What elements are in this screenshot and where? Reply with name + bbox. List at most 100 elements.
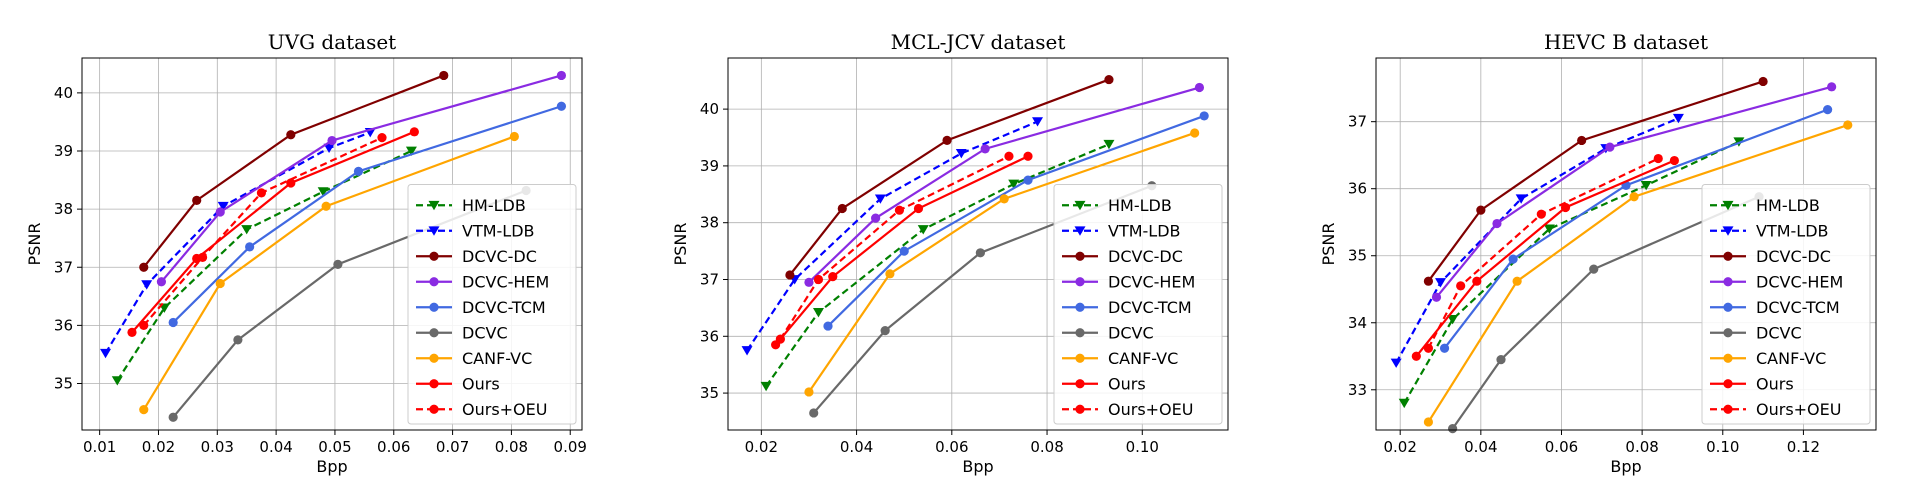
data-point-canf-vc bbox=[1629, 192, 1639, 202]
legend-label-dcvc: DCVC bbox=[462, 323, 508, 342]
data-point-vtm-ldb bbox=[1032, 117, 1044, 127]
legend-label-ours: Ours bbox=[462, 374, 500, 393]
legend-marker-dcvc-tcm bbox=[1075, 302, 1085, 312]
data-point-vtm-ldb bbox=[955, 149, 967, 159]
chart-panel-hevc-b-dataset: 0.02 0.04 0.06 0.08 0.10 0.12 33 34 35 36 37 HEVC B… bbox=[1319, 30, 1877, 476]
data-point-canf-vc bbox=[1843, 120, 1853, 130]
series-line-dcvc-tcm bbox=[172, 105, 562, 324]
data-point-dcvc-dc bbox=[286, 130, 296, 140]
legend-label-canf-vc: CANF-VC bbox=[1108, 349, 1178, 368]
data-point-dcvc-hem bbox=[804, 277, 814, 287]
legend-marker-ours bbox=[1723, 379, 1733, 389]
y-axis-label: PSNR bbox=[1319, 223, 1338, 266]
data-point-dcvc-dc bbox=[1577, 135, 1587, 146]
data-point-dcvc-tcm bbox=[899, 246, 909, 256]
series-line-canf-vc bbox=[808, 131, 1196, 393]
legend-marker-ours-oeu bbox=[1075, 404, 1085, 414]
y-tick-label: 36 bbox=[1348, 180, 1367, 198]
legend: HM-LDB VTM-LDB DCVC-DC DCVC-HEM DCVC-TCM DCVC… bbox=[1701, 184, 1871, 425]
data-point-hm-ldb bbox=[1103, 139, 1115, 150]
legend-marker-ours-oeu bbox=[429, 404, 439, 414]
data-point-vtm-ldb bbox=[323, 143, 335, 154]
data-point-ours bbox=[1669, 155, 1679, 166]
data-point-dcvc-hem bbox=[327, 135, 337, 146]
data-point-canf-vc bbox=[215, 278, 225, 289]
data-point-ours bbox=[913, 203, 924, 214]
x-tick-label: 0.04 bbox=[1464, 438, 1497, 456]
series-line-ours-oeu bbox=[1427, 157, 1659, 349]
data-point-canf-vc bbox=[885, 269, 895, 279]
legend-marker-hm-ldb bbox=[428, 200, 440, 211]
data-point-dcvc-tcm bbox=[1199, 111, 1209, 121]
legend-label-dcvc-hem: DCVC-HEM bbox=[1756, 272, 1843, 291]
legend-label-dcvc: DCVC bbox=[1756, 323, 1802, 342]
legend-label-canf-vc: CANF-VC bbox=[1756, 349, 1826, 368]
series-line-dcvc-hem bbox=[808, 86, 1200, 284]
y-tick-label: 39 bbox=[700, 157, 719, 175]
data-point-dcvc-tcm bbox=[1023, 175, 1033, 185]
y-tick-label: 35 bbox=[1348, 247, 1367, 265]
x-tick-label: 0.07 bbox=[436, 438, 469, 456]
legend-marker-hm-ldb bbox=[1074, 200, 1086, 211]
data-point-vtm-ldb bbox=[1390, 358, 1402, 368]
x-tick-label: 0.02 bbox=[1383, 438, 1416, 456]
data-point-canf-vc bbox=[509, 131, 519, 142]
y-tick-label: 40 bbox=[54, 84, 73, 102]
data-point-dcvc-tcm bbox=[245, 242, 255, 252]
data-point-canf-vc bbox=[804, 387, 814, 397]
legend-marker-hm-ldb bbox=[1722, 200, 1734, 211]
axes-frame bbox=[81, 57, 583, 431]
legend-marker-vtm-ldb bbox=[1074, 226, 1086, 236]
legend-label-vtm-ldb: VTM-LDB bbox=[1108, 221, 1181, 240]
legend-label-dcvc-dc: DCVC-DC bbox=[462, 247, 537, 266]
legend-marker-dcvc bbox=[429, 328, 439, 338]
data-point-ours bbox=[409, 127, 419, 137]
series-line-dcvc-tcm bbox=[827, 114, 1205, 327]
data-point-vtm-ldb bbox=[874, 194, 886, 204]
data-point-dcvc-tcm bbox=[1508, 254, 1518, 264]
data-point-ours-oeu bbox=[197, 252, 208, 262]
data-point-canf-vc bbox=[1512, 276, 1522, 286]
x-tick-label: 0.06 bbox=[935, 438, 968, 456]
data-point-vtm-ldb bbox=[1672, 113, 1684, 124]
y-tick-label: 34 bbox=[1348, 314, 1367, 332]
data-point-vtm-ldb bbox=[141, 280, 153, 290]
data-point-vtm-ldb bbox=[100, 348, 112, 359]
legend-label-dcvc-dc: DCVC-DC bbox=[1756, 247, 1831, 266]
data-point-vtm-ldb bbox=[741, 346, 753, 356]
data-point-dcvc-hem bbox=[980, 144, 990, 154]
data-point-dcvc-hem bbox=[1827, 82, 1837, 92]
data-point-ours bbox=[1023, 151, 1033, 161]
data-point-canf-vc bbox=[999, 194, 1009, 204]
legend-marker-canf-vc bbox=[429, 353, 439, 363]
data-point-canf-vc bbox=[1190, 128, 1200, 138]
legend-label-hm-ldb: HM-LDB bbox=[1756, 196, 1820, 215]
data-point-canf-vc bbox=[1423, 417, 1434, 427]
data-point-canf-vc bbox=[139, 405, 149, 415]
x-axis-label: Bpp bbox=[316, 457, 347, 476]
data-point-dcvc-tcm bbox=[353, 166, 364, 176]
legend-label-dcvc: DCVC bbox=[1108, 323, 1154, 342]
legend-label-vtm-ldb: VTM-LDB bbox=[462, 221, 535, 240]
series-line-ours-oeu bbox=[142, 136, 383, 327]
data-point-ours bbox=[828, 272, 838, 282]
legend-label-vtm-ldb: VTM-LDB bbox=[1756, 221, 1829, 240]
data-point-dcvc-tcm bbox=[556, 101, 567, 111]
x-axis-label: Bpp bbox=[962, 457, 993, 476]
series-line-hm-ldb bbox=[116, 150, 412, 382]
series-line-canf-vc bbox=[142, 135, 515, 411]
data-point-ours bbox=[1472, 276, 1482, 286]
series-line-vtm-ldb bbox=[746, 120, 1038, 352]
legend-label-ours: Ours bbox=[1108, 374, 1146, 393]
x-tick-label: 0.10 bbox=[1126, 438, 1159, 456]
x-tick-label: 0.01 bbox=[83, 438, 116, 456]
legend-label-ours-oeu: Ours+OEU bbox=[1108, 400, 1193, 419]
legend-label-dcvc-tcm: DCVC-TCM bbox=[462, 298, 546, 317]
x-tick-label: 0.04 bbox=[259, 438, 292, 456]
data-point-dcvc-tcm bbox=[168, 317, 178, 328]
data-point-hm-ldb bbox=[1543, 224, 1555, 234]
legend-marker-dcvc-tcm bbox=[1723, 302, 1733, 312]
x-tick-label: 0.04 bbox=[840, 438, 873, 456]
series-line-dcvc-dc bbox=[789, 78, 1110, 276]
legend-label-hm-ldb: HM-LDB bbox=[1108, 196, 1172, 215]
